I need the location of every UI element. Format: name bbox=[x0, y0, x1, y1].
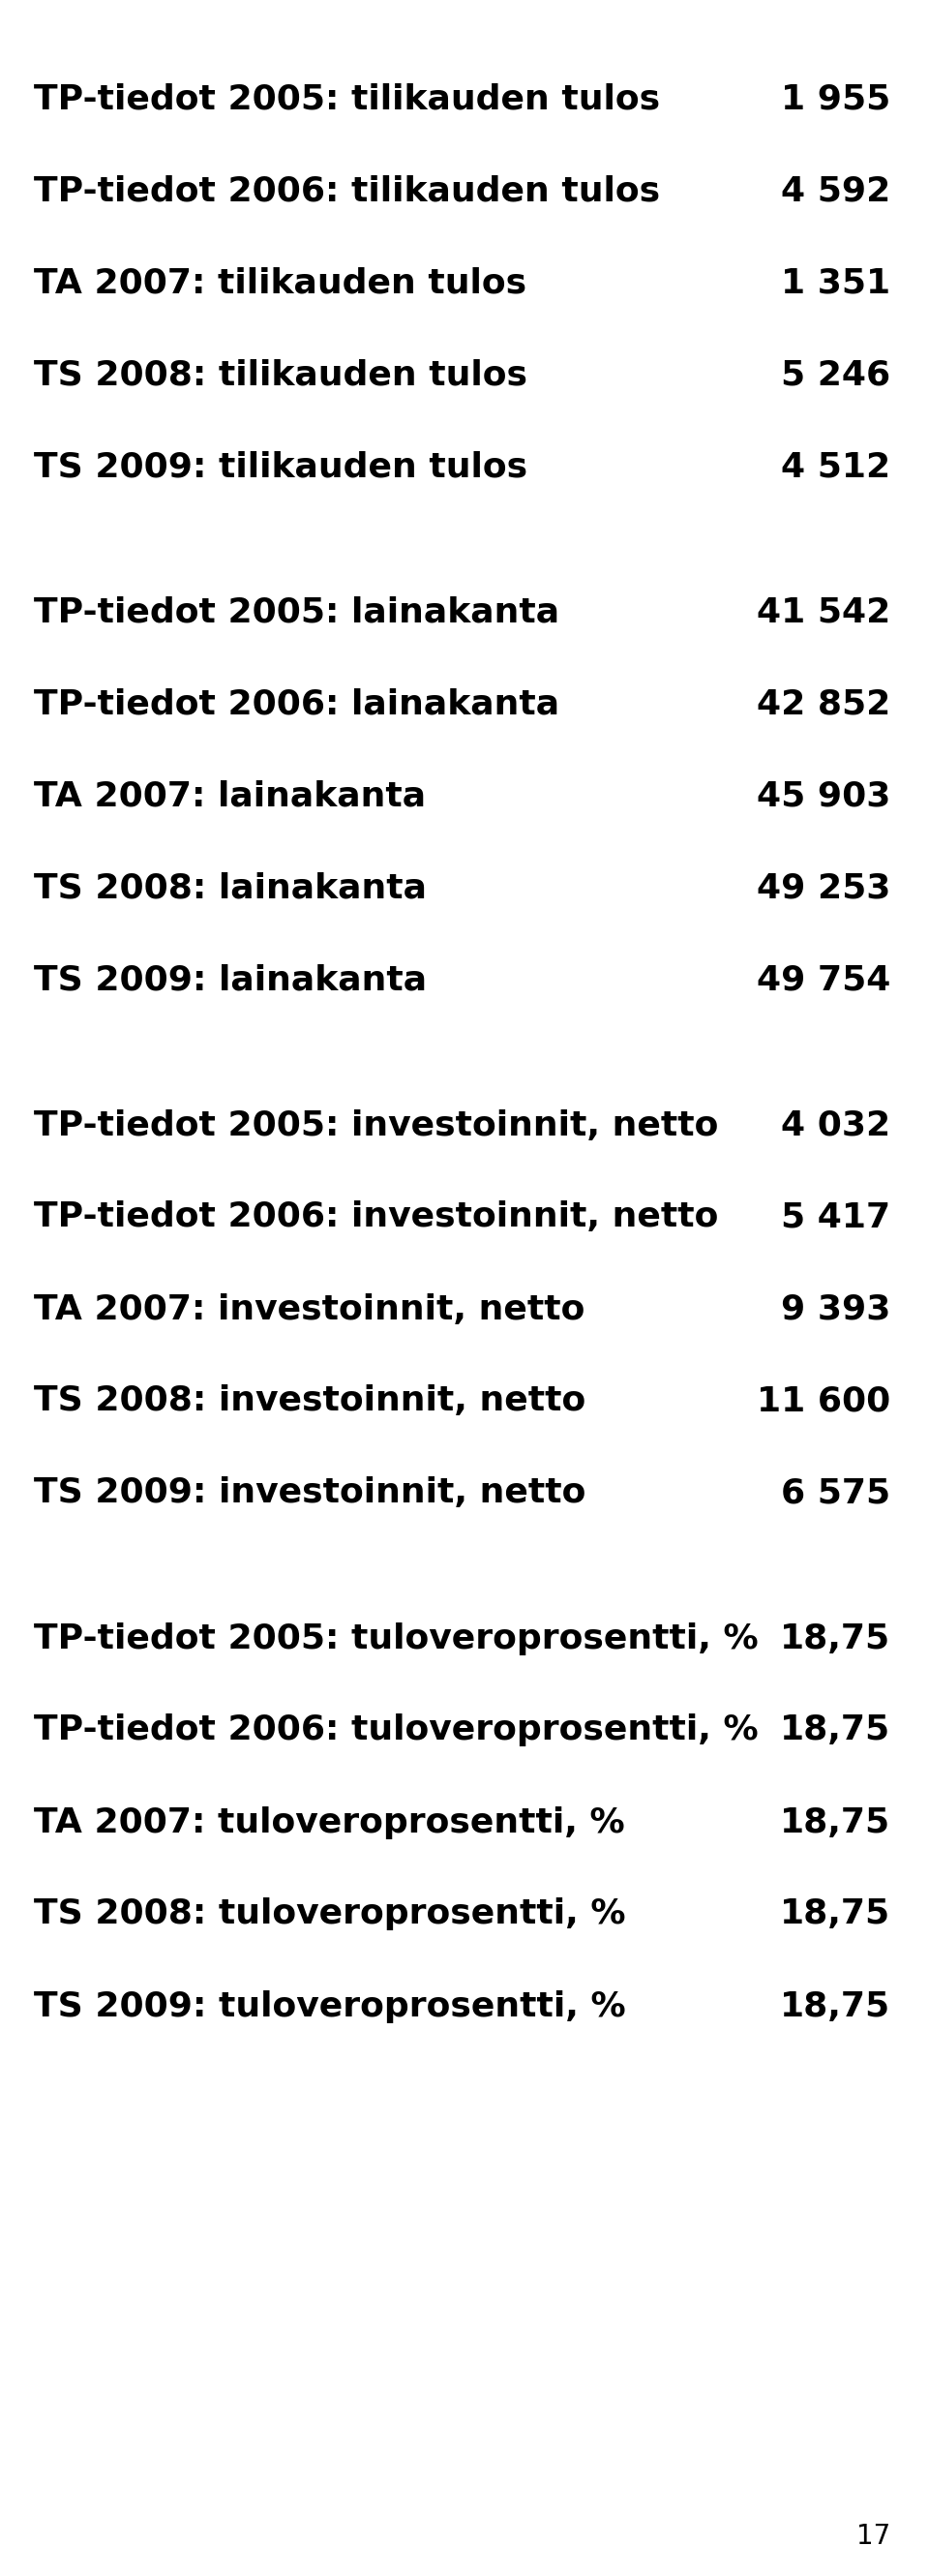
Text: 18,75: 18,75 bbox=[779, 1989, 890, 2022]
Text: 17: 17 bbox=[857, 2522, 890, 2550]
Text: TP-tiedot 2005: lainakanta: TP-tiedot 2005: lainakanta bbox=[33, 595, 559, 629]
Text: TS 2009: tilikauden tulos: TS 2009: tilikauden tulos bbox=[33, 451, 528, 484]
Text: 18,75: 18,75 bbox=[779, 1623, 890, 1654]
Text: TS 2008: lainakanta: TS 2008: lainakanta bbox=[33, 871, 426, 904]
Text: TP-tiedot 2005: tuloveroprosentti, %: TP-tiedot 2005: tuloveroprosentti, % bbox=[33, 1623, 758, 1654]
Text: 18,75: 18,75 bbox=[779, 1899, 890, 1932]
Text: TS 2008: tuloveroprosentti, %: TS 2008: tuloveroprosentti, % bbox=[33, 1899, 625, 1932]
Text: TP-tiedot 2006: tuloveroprosentti, %: TP-tiedot 2006: tuloveroprosentti, % bbox=[33, 1713, 758, 1747]
Text: 45 903: 45 903 bbox=[756, 781, 890, 811]
Text: 9 393: 9 393 bbox=[780, 1293, 890, 1327]
Text: TP-tiedot 2006: tilikauden tulos: TP-tiedot 2006: tilikauden tulos bbox=[33, 175, 661, 209]
Text: TP-tiedot 2005: investoinnit, netto: TP-tiedot 2005: investoinnit, netto bbox=[33, 1108, 718, 1141]
Text: 6 575: 6 575 bbox=[780, 1476, 890, 1510]
Text: 11 600: 11 600 bbox=[756, 1386, 890, 1417]
Text: 49 754: 49 754 bbox=[756, 963, 890, 997]
Text: TA 2007: tuloveroprosentti, %: TA 2007: tuloveroprosentti, % bbox=[33, 1806, 625, 1839]
Text: TP-tiedot 2006: investoinnit, netto: TP-tiedot 2006: investoinnit, netto bbox=[33, 1200, 718, 1234]
Text: 5 246: 5 246 bbox=[780, 358, 890, 392]
Text: TS 2009: tuloveroprosentti, %: TS 2009: tuloveroprosentti, % bbox=[33, 1989, 626, 2022]
Text: TS 2008: tilikauden tulos: TS 2008: tilikauden tulos bbox=[33, 358, 528, 392]
Text: TS 2009: investoinnit, netto: TS 2009: investoinnit, netto bbox=[33, 1476, 586, 1510]
Text: 18,75: 18,75 bbox=[779, 1806, 890, 1839]
Text: 4 592: 4 592 bbox=[780, 175, 890, 209]
Text: 4 512: 4 512 bbox=[780, 451, 890, 484]
Text: TS 2009: lainakanta: TS 2009: lainakanta bbox=[33, 963, 427, 997]
Text: 1 351: 1 351 bbox=[780, 268, 890, 299]
Text: TA 2007: tilikauden tulos: TA 2007: tilikauden tulos bbox=[33, 268, 527, 299]
Text: 4 032: 4 032 bbox=[780, 1108, 890, 1141]
Text: TA 2007: lainakanta: TA 2007: lainakanta bbox=[33, 781, 425, 811]
Text: TP-tiedot 2006: lainakanta: TP-tiedot 2006: lainakanta bbox=[33, 688, 559, 721]
Text: TA 2007: investoinnit, netto: TA 2007: investoinnit, netto bbox=[33, 1293, 585, 1327]
Text: 1 955: 1 955 bbox=[780, 82, 890, 116]
Text: TS 2008: investoinnit, netto: TS 2008: investoinnit, netto bbox=[33, 1386, 585, 1417]
Text: 18,75: 18,75 bbox=[779, 1713, 890, 1747]
Text: 42 852: 42 852 bbox=[756, 688, 890, 721]
Text: 49 253: 49 253 bbox=[756, 871, 890, 904]
Text: 41 542: 41 542 bbox=[756, 595, 890, 629]
Text: 5 417: 5 417 bbox=[780, 1200, 890, 1234]
Text: TP-tiedot 2005: tilikauden tulos: TP-tiedot 2005: tilikauden tulos bbox=[33, 82, 661, 116]
